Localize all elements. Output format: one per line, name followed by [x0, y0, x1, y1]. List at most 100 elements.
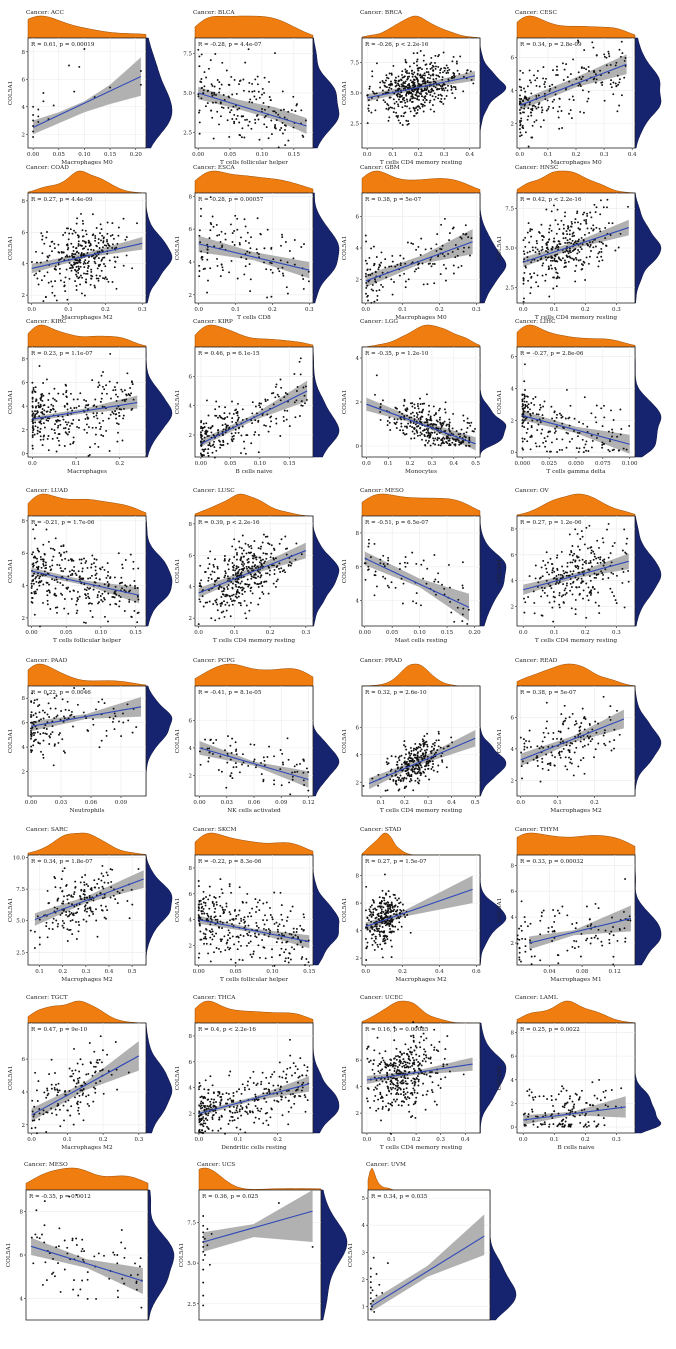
data-point — [568, 250, 571, 253]
data-point — [48, 417, 51, 420]
data-point — [215, 601, 218, 604]
data-point — [266, 398, 269, 401]
data-point — [523, 419, 526, 422]
data-point — [210, 426, 213, 429]
data-point — [417, 267, 420, 270]
data-point — [78, 65, 81, 68]
data-point — [578, 76, 581, 79]
data-point — [429, 93, 432, 96]
data-point — [423, 101, 426, 104]
data-point — [421, 262, 424, 265]
data-point — [103, 598, 106, 601]
data-point — [86, 272, 89, 275]
data-point — [70, 269, 73, 272]
data-point — [279, 259, 282, 262]
data-point — [444, 279, 447, 282]
data-point — [55, 268, 57, 271]
data-point — [368, 87, 371, 90]
data-point — [556, 74, 559, 76]
data-point — [423, 54, 425, 57]
data-point — [624, 65, 627, 67]
data-point — [600, 570, 603, 573]
data-point — [527, 115, 530, 118]
data-point — [48, 392, 51, 395]
data-point — [557, 110, 559, 113]
data-point — [222, 610, 225, 613]
data-point — [434, 437, 437, 440]
data-point — [565, 584, 568, 587]
data-point — [462, 441, 464, 444]
data-point — [452, 55, 455, 58]
data-point — [228, 426, 231, 429]
data-point — [519, 121, 522, 124]
data-point — [53, 744, 56, 747]
data-point — [546, 450, 548, 453]
data-point — [118, 594, 121, 597]
data-point — [75, 603, 78, 606]
data-point — [433, 414, 436, 417]
data-point — [610, 571, 613, 574]
data-point — [381, 399, 384, 402]
y-tick-label: 4 — [22, 404, 26, 410]
data-point — [94, 234, 97, 237]
data-point — [404, 556, 407, 558]
data-point — [268, 745, 271, 748]
data-point — [610, 561, 613, 564]
data-point — [554, 247, 557, 250]
data-point — [425, 99, 428, 102]
data-point — [231, 420, 234, 423]
data-point — [226, 761, 229, 764]
data-point — [537, 413, 540, 416]
data-point — [199, 564, 202, 567]
data-point — [440, 439, 443, 441]
data-point — [229, 775, 232, 778]
data-point — [562, 583, 565, 586]
data-point — [553, 600, 556, 603]
data-point — [233, 538, 236, 541]
data-point — [82, 262, 85, 265]
data-point — [570, 242, 573, 245]
data-point — [213, 85, 216, 88]
y-tick-label: 4 — [189, 404, 193, 410]
data-point — [91, 379, 94, 382]
top-density — [516, 15, 636, 39]
data-point — [534, 396, 537, 398]
data-point — [221, 266, 224, 269]
data-point — [522, 239, 525, 242]
data-point — [561, 574, 564, 577]
data-point — [577, 450, 580, 453]
data-point — [601, 425, 604, 428]
data-point — [96, 594, 99, 597]
data-point — [216, 257, 218, 260]
data-point — [241, 127, 244, 130]
data-point — [522, 277, 525, 280]
data-point — [225, 426, 228, 429]
data-point — [428, 778, 431, 781]
data-point — [32, 744, 35, 747]
data-point — [84, 242, 87, 244]
data-point — [92, 249, 95, 252]
data-point — [539, 406, 542, 409]
data-point — [42, 100, 45, 103]
data-point — [622, 447, 625, 450]
data-point — [531, 109, 534, 112]
data-point — [95, 405, 98, 408]
data-point — [409, 110, 412, 113]
data-point — [456, 254, 459, 257]
data-point — [102, 277, 104, 280]
data-point — [409, 91, 412, 94]
data-point — [249, 587, 252, 590]
data-point — [550, 405, 553, 408]
data-point — [557, 256, 560, 259]
data-point — [30, 261, 33, 263]
y-tick-label: 2 — [22, 428, 26, 434]
data-point — [364, 259, 367, 262]
data-point — [90, 270, 93, 273]
x-tick-label: 0.00 — [27, 152, 40, 158]
data-point — [460, 428, 463, 431]
data-point — [237, 416, 240, 419]
data-point — [241, 753, 244, 756]
data-point — [232, 105, 235, 108]
data-point — [235, 748, 238, 751]
